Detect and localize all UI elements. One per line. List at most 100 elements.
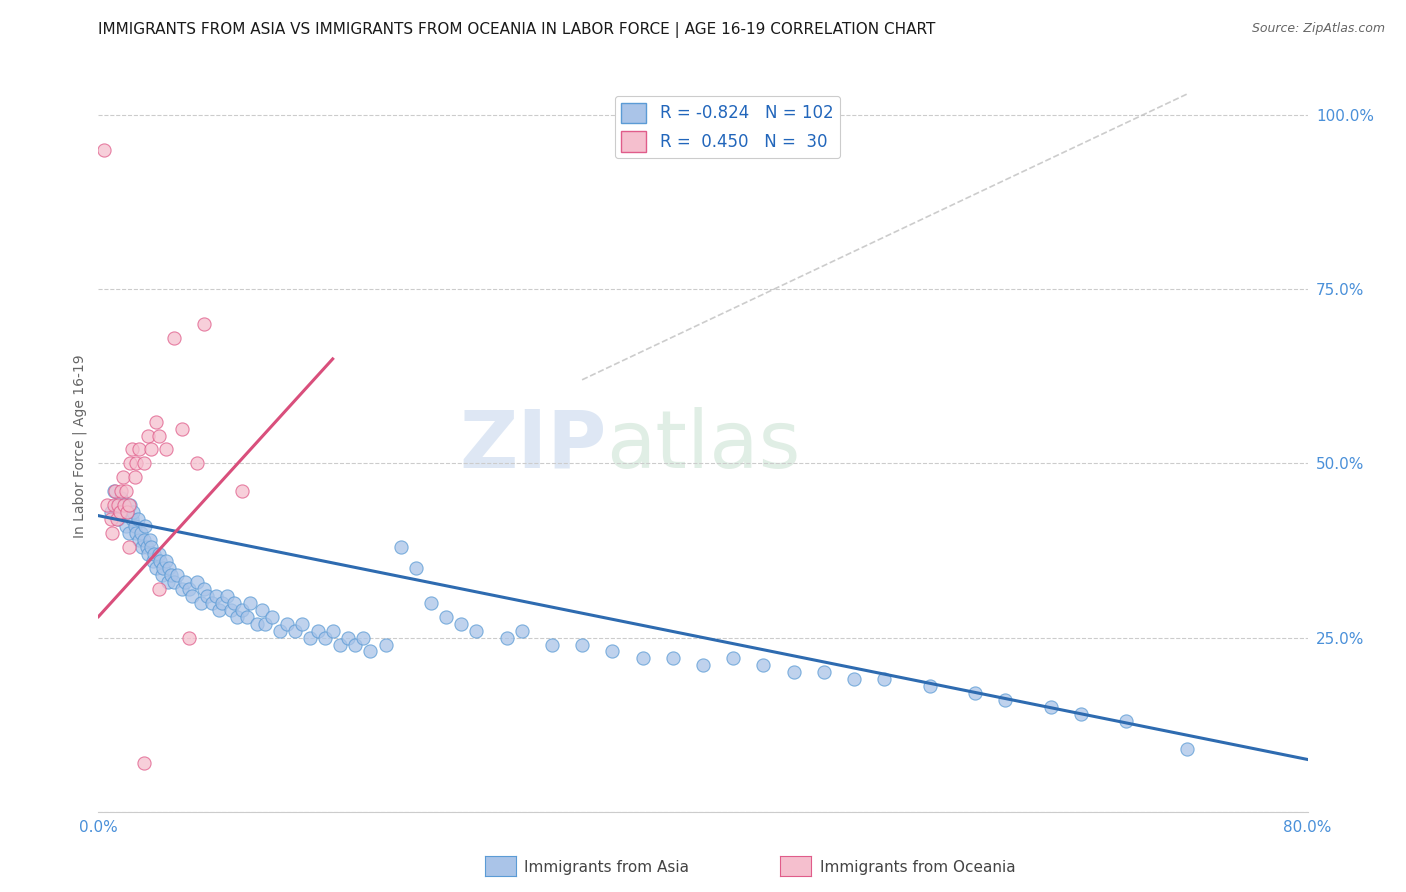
Point [215,589,238,603]
Point [129,526,152,541]
Point [246,616,269,631]
Point [120,498,142,512]
Point [465,624,488,638]
Point [662,651,685,665]
Point [692,658,714,673]
Point [269,624,291,638]
Point [111,470,134,484]
Point [201,596,224,610]
Point [211,596,233,610]
Point [125,457,148,471]
Point [110,484,132,499]
Point [118,540,141,554]
Point [115,505,138,519]
Point [136,547,159,561]
Point [250,603,273,617]
Point [235,609,257,624]
Legend: R = -0.824   N = 102, R =  0.450   N =  30: R = -0.824 N = 102, R = 0.450 N = 30 [614,96,839,158]
Point [450,616,472,631]
Point [170,582,193,596]
Point [159,561,181,575]
Point [844,673,866,687]
Point [314,631,336,645]
Y-axis label: In Labor Force | Age 16-19: In Labor Force | Age 16-19 [73,354,87,538]
Point [344,638,367,652]
Point [1039,700,1062,714]
Point [360,644,382,658]
Point [127,512,149,526]
Point [141,540,163,554]
Point [114,484,136,499]
Point [135,540,157,554]
Point [965,686,987,700]
Point [1070,707,1092,722]
Point [134,519,156,533]
Point [128,533,150,547]
Point [112,498,135,512]
Point [142,554,165,568]
Point [231,603,253,617]
Point [122,505,145,519]
Text: ZIP: ZIP [458,407,606,485]
Point [571,638,593,652]
Point [231,484,253,499]
Point [101,526,124,541]
Point [208,603,231,617]
Point [111,505,134,519]
Point [163,331,186,345]
Point [156,574,179,589]
Point [186,574,208,589]
Point [420,596,443,610]
Text: Immigrants from Oceania: Immigrants from Oceania [820,860,1015,874]
Point [299,631,322,645]
Point [118,498,141,512]
Point [103,484,125,499]
Point [510,624,533,638]
Point [110,491,132,506]
Point [873,673,896,687]
Text: IMMIGRANTS FROM ASIA VS IMMIGRANTS FROM OCEANIA IN LABOR FORCE | AGE 16-19 CORRE: IMMIGRANTS FROM ASIA VS IMMIGRANTS FROM … [98,22,936,38]
Point [105,512,128,526]
Point [148,582,170,596]
Point [291,616,314,631]
Point [145,415,167,429]
Point [253,616,276,631]
Point [540,638,562,652]
Point [723,651,745,665]
Point [139,533,162,547]
Point [994,693,1017,707]
Point [148,428,170,442]
Point [284,624,307,638]
Point [145,561,167,575]
Point [193,582,215,596]
Point [105,498,128,512]
Point [405,561,427,575]
Point [495,631,517,645]
Point [918,679,941,693]
Point [104,484,127,499]
Point [389,540,412,554]
Point [1115,714,1137,728]
Point [149,554,172,568]
Point [132,756,155,770]
Point [155,442,177,457]
Point [631,651,654,665]
Point [125,526,148,541]
Point [239,596,262,610]
Point [150,567,173,582]
Point [307,624,329,638]
Point [179,582,201,596]
Point [205,589,228,603]
Point [155,554,177,568]
Point [186,457,208,471]
Point [124,519,146,533]
Point [173,574,195,589]
Point [136,428,159,442]
Point [783,665,806,680]
Point [813,665,835,680]
Point [96,498,118,512]
Point [108,505,131,519]
Point [107,512,129,526]
Point [114,519,136,533]
Text: Immigrants from Asia: Immigrants from Asia [524,860,689,874]
